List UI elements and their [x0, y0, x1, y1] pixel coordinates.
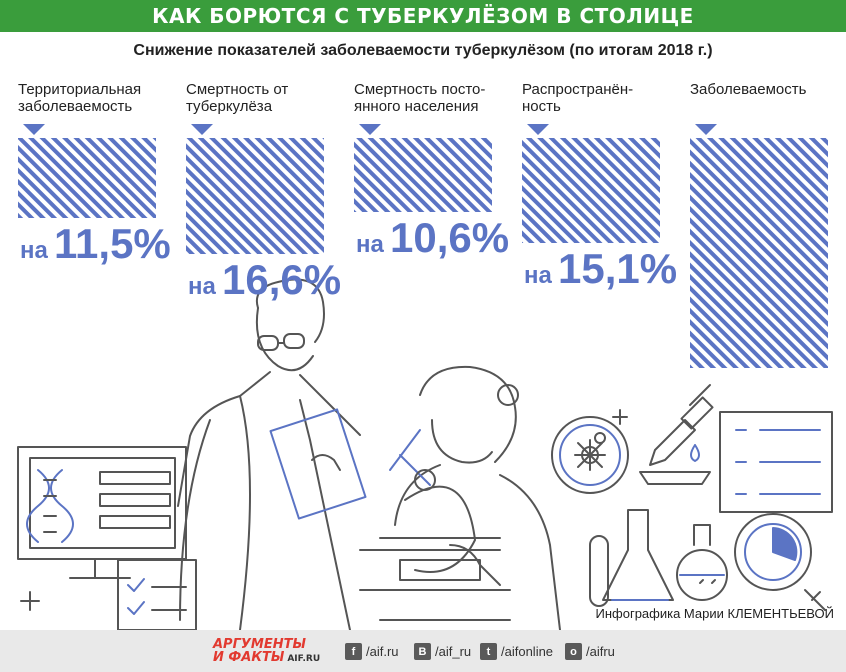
credit: Инфографика Марии КЛЕМЕНТЬЕВОЙ	[595, 606, 835, 621]
category-label: Смертность от	[186, 81, 288, 98]
vk-icon: В	[414, 643, 431, 660]
value-prefix: на	[524, 262, 552, 289]
category-label: янного населения	[354, 98, 479, 115]
footer: АРГУМЕНТЫ И ФАКТЫ AIF.RU f /aif.ru В /aif…	[0, 630, 846, 672]
aif-logo[interactable]: АРГУМЕНТЫ И ФАКТЫ AIF.RU	[213, 638, 325, 666]
category-label: Территориальная	[18, 81, 141, 98]
category-label: Заболеваемость	[690, 81, 807, 98]
social-label: /aif_ru	[435, 644, 472, 659]
category-marker	[359, 124, 381, 135]
value-label: 15,1%	[558, 245, 677, 292]
facebook-icon: f	[345, 643, 362, 660]
social-vk[interactable]: В /aif_ru	[414, 643, 471, 660]
report-icon	[719, 411, 833, 513]
doctor-figure	[177, 278, 367, 631]
checklist-icon	[20, 559, 197, 631]
page-title: КАК БОРЮТСЯ С ТУБЕРКУЛЁЗОМ В СТОЛИЦЕ	[0, 0, 846, 32]
value-label: 33%	[726, 370, 810, 376]
value-prefix: на	[188, 273, 216, 300]
twitter-icon: t	[480, 643, 497, 660]
category-marker	[695, 124, 717, 135]
social-odnoklassniki[interactable]: о /aifru	[565, 643, 615, 660]
logo-line2: И ФАКТЫ	[213, 650, 285, 665]
social-facebook[interactable]: f /aif.ru	[345, 643, 399, 660]
odnoklassniki-icon: о	[565, 643, 582, 660]
scientist-figure	[359, 365, 561, 631]
pie-chart-icon	[734, 513, 826, 611]
monitor-icon	[17, 446, 187, 579]
bar	[186, 138, 324, 254]
value-prefix: на	[20, 237, 48, 264]
petri-dish-icon	[551, 409, 629, 494]
chart-subtitle: Снижение показателей заболеваемости тубе…	[133, 42, 713, 59]
category-marker	[23, 124, 45, 135]
pipette-icon	[639, 384, 714, 485]
flask-icon	[589, 509, 728, 607]
bar	[690, 138, 828, 368]
social-label: /aifru	[586, 644, 615, 659]
category-label: Распространён-	[522, 81, 633, 98]
social-twitter[interactable]: t /aifonline	[480, 643, 553, 660]
bar	[354, 138, 492, 212]
category-marker	[191, 124, 213, 135]
value-label: 10,6%	[390, 214, 509, 261]
category-marker	[527, 124, 549, 135]
category-label: Смертность посто-	[354, 81, 485, 98]
bar	[18, 138, 156, 218]
social-label: /aifonline	[501, 644, 554, 659]
value-prefix: на	[356, 231, 384, 258]
category-label: туберкулёза	[186, 98, 273, 115]
value-label: 16,6%	[222, 256, 341, 303]
value-label: 11,5%	[54, 220, 171, 267]
bar	[522, 138, 660, 243]
logo-domain: AIF.RU	[287, 654, 321, 664]
social-label: /aif.ru	[366, 644, 399, 659]
logo-line1: АРГУМЕНТЫ	[213, 637, 306, 652]
category-label: заболеваемость	[18, 98, 132, 115]
category-label: ность	[522, 98, 561, 115]
